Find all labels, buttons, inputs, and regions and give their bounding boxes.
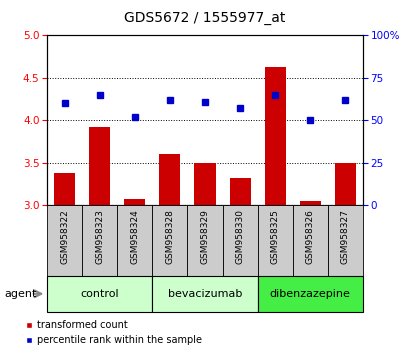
Bar xyxy=(222,205,257,276)
Text: control: control xyxy=(80,289,119,299)
Bar xyxy=(292,205,327,276)
Bar xyxy=(299,201,320,205)
Bar xyxy=(229,178,250,205)
Bar xyxy=(124,199,145,205)
Bar xyxy=(89,127,110,205)
Bar xyxy=(159,154,180,205)
Text: bevacizumab: bevacizumab xyxy=(167,289,242,299)
Bar xyxy=(187,205,222,276)
Bar xyxy=(327,205,362,276)
Text: GSM958330: GSM958330 xyxy=(235,209,244,264)
Bar xyxy=(82,205,117,276)
Bar xyxy=(257,205,292,276)
Text: GSM958329: GSM958329 xyxy=(200,209,209,264)
Text: GSM958326: GSM958326 xyxy=(305,209,314,264)
Bar xyxy=(47,205,82,276)
Text: agent: agent xyxy=(4,289,36,299)
Text: GSM958328: GSM958328 xyxy=(165,209,174,264)
Legend: transformed count, percentile rank within the sample: transformed count, percentile rank withi… xyxy=(21,316,205,349)
Text: GSM958327: GSM958327 xyxy=(340,209,349,264)
Bar xyxy=(194,163,215,205)
Text: GSM958325: GSM958325 xyxy=(270,209,279,264)
Bar xyxy=(264,67,285,205)
Bar xyxy=(117,205,152,276)
Bar xyxy=(257,276,362,312)
Bar xyxy=(152,276,257,312)
Text: dibenzazepine: dibenzazepine xyxy=(269,289,350,299)
Text: GDS5672 / 1555977_at: GDS5672 / 1555977_at xyxy=(124,11,285,25)
Text: GSM958322: GSM958322 xyxy=(60,209,69,264)
Bar xyxy=(152,205,187,276)
Bar xyxy=(334,163,355,205)
Bar xyxy=(47,276,152,312)
Bar xyxy=(54,173,75,205)
Text: GSM958323: GSM958323 xyxy=(95,209,104,264)
Text: GSM958324: GSM958324 xyxy=(130,209,139,264)
